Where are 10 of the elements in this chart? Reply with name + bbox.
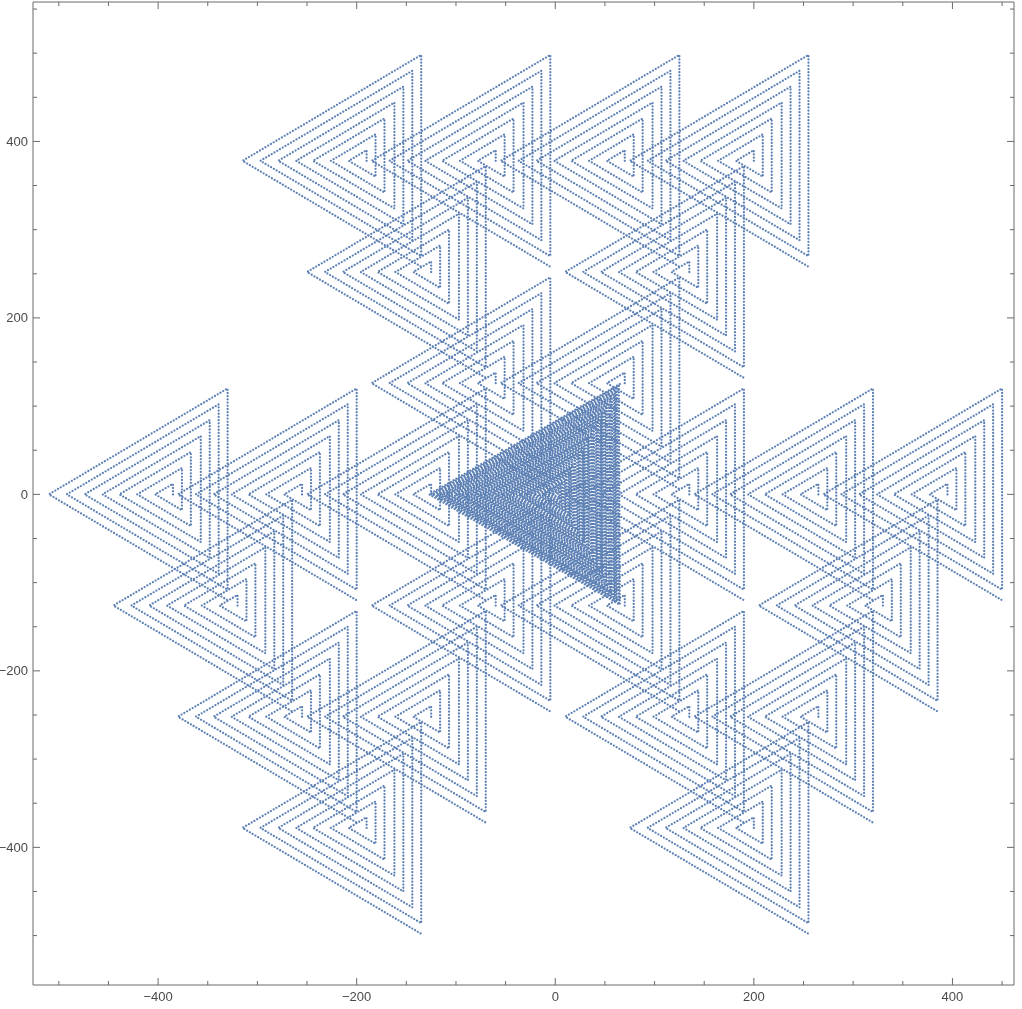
x-tick-label: −400: [143, 989, 173, 1004]
y-tick-label: 200: [6, 310, 28, 326]
y-tick-label: 0: [20, 486, 28, 502]
y-tick-label: −200: [0, 663, 28, 679]
x-tick-label: −200: [342, 989, 372, 1004]
y-tick-label: 400: [6, 133, 28, 149]
x-tick-label: 0: [551, 989, 559, 1004]
y-tick-label: −400: [0, 839, 28, 855]
x-tick-label: 400: [941, 989, 964, 1004]
x-tick-label: 200: [743, 989, 765, 1004]
